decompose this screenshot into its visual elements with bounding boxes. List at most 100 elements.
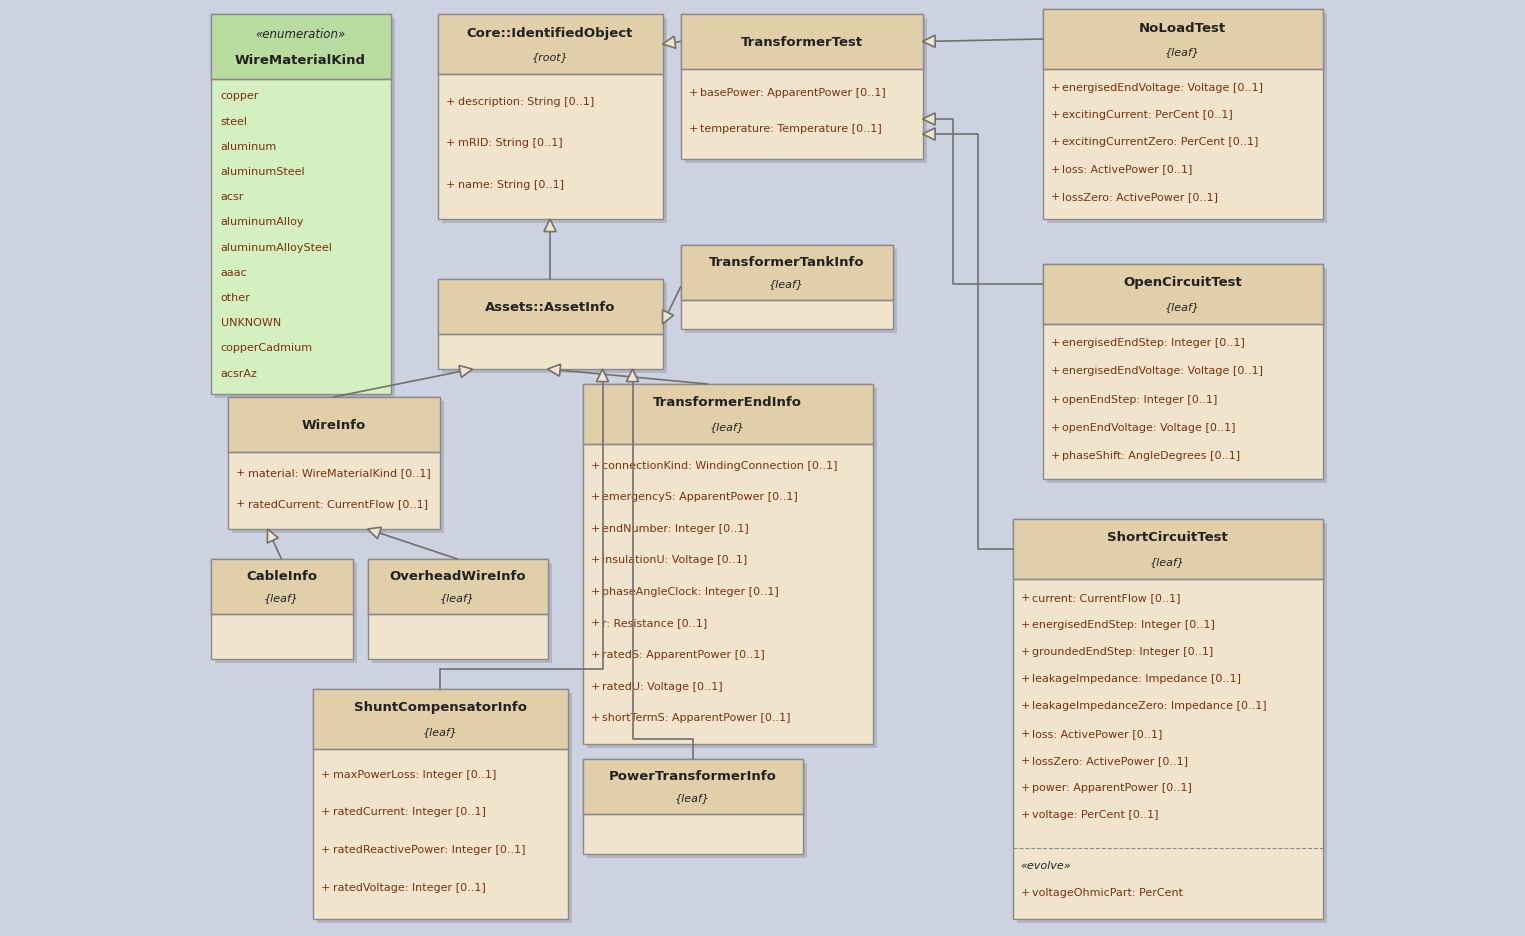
Text: {leaf}: {leaf} — [769, 279, 804, 289]
Bar — [438, 280, 662, 370]
Text: +: + — [1020, 647, 1029, 656]
Text: +: + — [1051, 366, 1060, 376]
Polygon shape — [267, 530, 279, 544]
Bar — [232, 402, 444, 534]
Text: +: + — [688, 124, 698, 134]
Polygon shape — [596, 370, 608, 382]
Text: +: + — [445, 96, 454, 107]
Bar — [1043, 10, 1322, 70]
Text: +: + — [320, 768, 329, 779]
Text: ratedU: Voltage [0..1]: ratedU: Voltage [0..1] — [602, 680, 723, 691]
Text: other: other — [221, 293, 250, 302]
Text: energisedEndVoltage: Voltage [0..1]: energisedEndVoltage: Voltage [0..1] — [1063, 366, 1264, 376]
Text: +: + — [1020, 674, 1029, 683]
Text: emergencyS: ApparentPower [0..1]: emergencyS: ApparentPower [0..1] — [602, 491, 798, 502]
Text: copperCadmium: copperCadmium — [221, 343, 313, 353]
Text: steel: steel — [221, 116, 247, 126]
Text: aluminumAlloySteel: aluminumAlloySteel — [221, 242, 332, 253]
Polygon shape — [923, 129, 935, 141]
Text: basePower: ApparentPower [0..1]: basePower: ApparentPower [0..1] — [700, 88, 886, 98]
Text: energisedEndStep: Integer [0..1]: energisedEndStep: Integer [0..1] — [1032, 620, 1215, 629]
Text: +: + — [590, 555, 599, 564]
Text: +: + — [320, 882, 329, 892]
Text: temperature: Temperature [0..1]: temperature: Temperature [0..1] — [700, 124, 883, 134]
Bar — [317, 694, 572, 923]
Bar — [587, 763, 807, 858]
Text: ratedReactivePower: Integer [0..1]: ratedReactivePower: Integer [0..1] — [332, 844, 525, 855]
Bar — [680, 15, 923, 70]
Bar — [215, 19, 395, 399]
Text: lossZero: ActivePower [0..1]: lossZero: ActivePower [0..1] — [1063, 192, 1218, 201]
Bar — [1017, 523, 1327, 923]
Bar — [1013, 519, 1322, 919]
Text: maxPowerLoss: Integer [0..1]: maxPowerLoss: Integer [0..1] — [332, 768, 496, 779]
Text: current: CurrentFlow [0..1]: current: CurrentFlow [0..1] — [1032, 592, 1180, 602]
Bar — [442, 284, 666, 373]
Text: {root}: {root} — [532, 51, 569, 62]
Bar — [680, 246, 892, 329]
Polygon shape — [547, 365, 561, 377]
Bar — [210, 15, 390, 80]
Text: ratedCurrent: CurrentFlow [0..1]: ratedCurrent: CurrentFlow [0..1] — [247, 498, 427, 508]
Text: «enumeration»: «enumeration» — [255, 28, 346, 41]
Text: acsr: acsr — [221, 192, 244, 202]
Text: PowerTransformerInfo: PowerTransformerInfo — [608, 769, 776, 782]
Text: voltageOhmicPart: PerCent: voltageOhmicPart: PerCent — [1032, 886, 1183, 897]
Text: mRID: String [0..1]: mRID: String [0..1] — [458, 139, 563, 148]
Text: phaseAngleClock: Integer [0..1]: phaseAngleClock: Integer [0..1] — [602, 586, 779, 596]
Bar — [1013, 519, 1322, 579]
Text: endNumber: Integer [0..1]: endNumber: Integer [0..1] — [602, 523, 749, 534]
Text: loss: ActivePower [0..1]: loss: ActivePower [0..1] — [1063, 165, 1193, 174]
Text: WireMaterialKind: WireMaterialKind — [235, 54, 366, 67]
Text: r: Resistance [0..1]: r: Resistance [0..1] — [602, 618, 708, 628]
Text: ShortCircuitTest: ShortCircuitTest — [1107, 531, 1228, 544]
Text: NoLoadTest: NoLoadTest — [1139, 22, 1226, 35]
Text: insulationU: Voltage [0..1]: insulationU: Voltage [0..1] — [602, 555, 747, 564]
Bar — [313, 689, 567, 749]
Bar — [680, 246, 892, 300]
Text: +: + — [320, 844, 329, 855]
Bar — [1043, 265, 1322, 325]
Text: connectionKind: WindingConnection [0..1]: connectionKind: WindingConnection [0..1] — [602, 460, 839, 470]
Text: +: + — [590, 491, 599, 502]
Text: +: + — [590, 586, 599, 596]
Bar — [438, 15, 662, 220]
Polygon shape — [662, 311, 674, 325]
Bar — [583, 759, 802, 814]
Text: Core::IdentifiedObject: Core::IdentifiedObject — [467, 26, 633, 39]
Text: +: + — [235, 467, 246, 477]
Text: openEndStep: Integer [0..1]: openEndStep: Integer [0..1] — [1063, 394, 1218, 404]
Text: +: + — [1020, 701, 1029, 710]
Polygon shape — [662, 37, 676, 50]
Text: loss: ActivePower [0..1]: loss: ActivePower [0..1] — [1032, 728, 1164, 738]
Text: ShuntCompensatorInfo: ShuntCompensatorInfo — [354, 701, 526, 714]
Text: leakageImpedanceZero: Impedance [0..1]: leakageImpedanceZero: Impedance [0..1] — [1032, 701, 1267, 710]
Text: CableInfo: CableInfo — [246, 569, 317, 582]
Bar — [1043, 10, 1322, 220]
Bar — [587, 388, 877, 748]
Text: shortTermS: ApparentPower [0..1]: shortTermS: ApparentPower [0..1] — [602, 712, 791, 723]
Text: +: + — [590, 618, 599, 628]
Text: {leaf}: {leaf} — [1165, 301, 1200, 312]
Text: name: String [0..1]: name: String [0..1] — [458, 180, 564, 190]
Text: +: + — [1020, 755, 1029, 765]
Text: +: + — [1051, 192, 1060, 201]
Bar — [583, 759, 802, 854]
Text: ratedS: ApparentPower [0..1]: ratedS: ApparentPower [0..1] — [602, 650, 766, 659]
Text: TransformerTest: TransformerTest — [741, 36, 863, 49]
Text: voltage: PerCent [0..1]: voltage: PerCent [0..1] — [1032, 810, 1159, 819]
Text: +: + — [688, 88, 698, 98]
Text: «evolve»: «evolve» — [1020, 859, 1071, 870]
Text: OverheadWireInfo: OverheadWireInfo — [389, 569, 526, 582]
Text: +: + — [1020, 886, 1029, 897]
Text: +: + — [1051, 338, 1060, 348]
Text: material: WireMaterialKind [0..1]: material: WireMaterialKind [0..1] — [247, 467, 430, 477]
Text: WireInfo: WireInfo — [302, 418, 366, 431]
Text: description: String [0..1]: description: String [0..1] — [458, 96, 593, 107]
Bar — [372, 563, 552, 664]
Bar — [313, 689, 567, 919]
Text: excitingCurrent: PerCent [0..1]: excitingCurrent: PerCent [0..1] — [1063, 110, 1234, 120]
Text: +: + — [1051, 450, 1060, 461]
Text: TransformerEndInfo: TransformerEndInfo — [653, 396, 802, 409]
Text: +: + — [1051, 165, 1060, 174]
